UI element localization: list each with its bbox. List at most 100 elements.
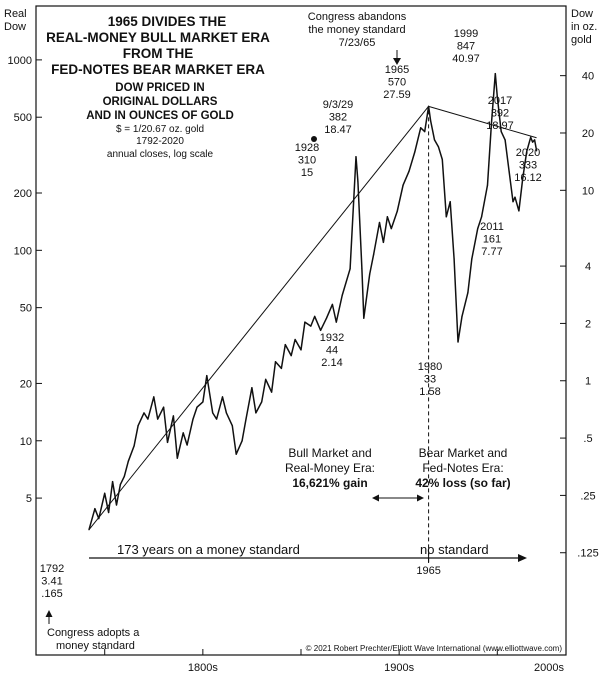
real-dow-line: [88, 72, 538, 530]
data-point: [123, 475, 125, 477]
left-tick-label-3: 50: [20, 303, 32, 315]
congress-note-3: 7/23/65: [339, 37, 376, 49]
adopt-note-2: money standard: [56, 640, 135, 652]
era-arrowhead-left: [372, 494, 379, 502]
data-point: [133, 445, 135, 447]
left-tick-label-0: 5: [26, 493, 32, 505]
adopt-note-1: Congress adopts a: [47, 627, 140, 639]
data-point: [147, 418, 149, 420]
bull-line-3: 16,621% gain: [292, 476, 367, 490]
data-point: [235, 453, 237, 455]
annotation-y1980-0: 1980: [418, 361, 442, 373]
right-tick-label-6: .5: [583, 433, 592, 445]
data-point: [186, 444, 188, 446]
uptrend-line: [88, 106, 429, 531]
downtrend-line: [428, 105, 537, 139]
bear-line-2: Fed-Notes Era:: [422, 461, 503, 475]
data-point: [245, 418, 247, 420]
data-point: [196, 406, 198, 408]
annotation-y1965-2: 27.59: [383, 89, 411, 101]
annotation-y1965-1: 570: [388, 77, 406, 89]
annotation-y2020-2: 16.12: [514, 172, 542, 184]
annotation-y1792-0: 1792: [40, 563, 64, 575]
annotation-y1980-2: 1.58: [419, 386, 440, 398]
data-point: [270, 391, 273, 393]
annotation-y2017-2: 18.97: [486, 120, 514, 132]
data-point: [261, 401, 263, 403]
annotation-y1980-1: 33: [424, 374, 436, 386]
right-axis-ticks: 40 20 10 4 2 1 .5 .25 .125: [560, 71, 599, 560]
data-point: [355, 156, 357, 158]
data-point: [157, 418, 159, 420]
data-point: [518, 210, 520, 212]
note-line-3: annual closes, log scale: [107, 149, 214, 160]
x-tick-label-1: 1900s: [384, 662, 414, 674]
data-point: [94, 508, 96, 510]
data-point: [153, 396, 155, 398]
data-point: [115, 504, 118, 506]
data-point: [341, 294, 343, 296]
data-point: [535, 150, 538, 152]
right-tick-label-3: 4: [585, 261, 591, 273]
note-line-2: 1792-2020: [136, 136, 184, 147]
bull-line-1: Bull Market and: [288, 446, 371, 460]
annotation-y1932-0: 1932: [320, 332, 344, 344]
annotation-y1929-1: 382: [329, 112, 347, 124]
data-point: [526, 150, 528, 153]
data-point: [176, 457, 178, 459]
data-point: [500, 131, 502, 133]
congress-note-2: the money standard: [308, 24, 405, 36]
data-point: [522, 177, 524, 179]
data-point: [349, 268, 351, 270]
data-point: [202, 401, 204, 403]
data-point: [294, 338, 296, 341]
right-tick-label-4: 2: [585, 318, 591, 330]
data-point: [480, 216, 483, 218]
timeline-arrowhead: [518, 554, 527, 562]
no-standard-text: no standard: [420, 542, 489, 557]
bull-line-2: Real-Money Era:: [285, 461, 375, 475]
annotations: 17923.41.1651928310159/3/2938218.4719324…: [40, 28, 542, 600]
x-tick-label-0: 1800s: [188, 662, 218, 674]
data-point: [310, 325, 312, 327]
data-point: [363, 317, 365, 319]
data-point: [314, 315, 316, 317]
subtitle-line-3: AND IN OUNCES OF GOLD: [86, 110, 234, 122]
data-point: [231, 425, 233, 427]
x-tick-label-2: 2000s: [534, 662, 564, 674]
data-point: [420, 127, 422, 129]
bull-era-text: Bull Market and Real-Money Era: 16,621% …: [285, 446, 375, 490]
data-point: [427, 105, 430, 107]
right-tick-label-5: 1: [585, 376, 591, 388]
annotation-y2011-0: 2011: [480, 221, 504, 233]
x-axis-ticks: 1800s 1900s 2000s: [104, 649, 564, 674]
congress-note-arrowhead: [393, 58, 401, 65]
data-point: [530, 136, 532, 138]
data-point: [111, 481, 114, 483]
data-point: [414, 150, 416, 153]
bear-line-3: 42% loss (so far): [415, 476, 510, 490]
reference-lines: 1965: [88, 105, 537, 577]
copyright: © 2021 Robert Prechter/Elliott Wave Inte…: [306, 644, 563, 653]
divider-year-label: 1965: [416, 565, 440, 577]
data-point: [137, 425, 139, 427]
series-group: [88, 72, 538, 531]
right-tick-label-1: 20: [582, 128, 594, 140]
right-tick-label-7: .25: [580, 490, 595, 502]
data-point: [98, 518, 100, 520]
annotation-y1929-0: 9/3/29: [323, 99, 354, 111]
data-point: [300, 349, 302, 351]
annotation-y1928-2: 15: [301, 167, 313, 179]
data-point: [461, 315, 463, 317]
right-axis-label-1: Dow: [571, 8, 593, 20]
data-point: [390, 228, 392, 230]
subtitle-line-2: ORIGINAL DOLLARS: [103, 96, 218, 108]
left-tick-label-5: 200: [14, 188, 32, 200]
left-axis-ticks: 5 10 20 50 100 200 500 1000: [8, 55, 42, 505]
annotation-y1928-1: 310: [298, 155, 316, 167]
data-point: [225, 412, 228, 414]
data-point: [88, 529, 90, 531]
annotation-y2020-0: 2020: [516, 147, 540, 159]
data-point: [433, 139, 436, 141]
annotation-y1999-1: 847: [457, 41, 475, 53]
